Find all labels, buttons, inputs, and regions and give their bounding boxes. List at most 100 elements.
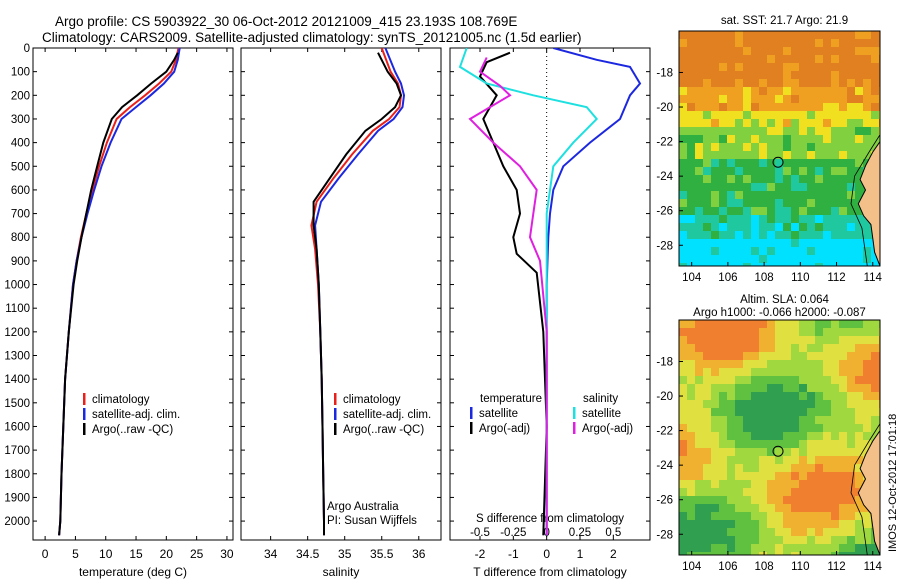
sla-map-cell (871, 336, 879, 344)
sla-map-cell (799, 440, 807, 448)
sla-map-cell (839, 368, 847, 376)
sst-map-cell (871, 135, 879, 143)
sla-map-cell (871, 392, 879, 400)
sla-map-cell (783, 336, 791, 344)
sla-map-cell (687, 320, 695, 328)
sst-map-cell (799, 151, 807, 159)
sst-map-cell (775, 167, 783, 175)
sst-map-cell (703, 55, 711, 63)
sla-map-cell (863, 520, 871, 528)
sla-map-cell (751, 528, 759, 536)
sst-map-cell (767, 55, 775, 63)
sst-map-cell (727, 255, 735, 263)
sst-map-cell (799, 199, 807, 207)
sst-map-cell (687, 95, 695, 103)
sla-map-cell (735, 336, 743, 344)
sst-map-cell (855, 223, 863, 231)
sla-map-cell (783, 416, 791, 424)
sst-map-cell (695, 175, 703, 183)
sst-map-cell (759, 263, 767, 266)
sla-map-cell (767, 376, 775, 384)
sst-map-cell (703, 167, 711, 175)
sla-map-cell (735, 520, 743, 528)
sst-map-cell (727, 63, 735, 71)
sst-map-cell (711, 71, 719, 79)
sst-map-cell (735, 55, 743, 63)
x-tick-label: -1 (508, 547, 519, 561)
map-x-tick-label: 108 (755, 561, 774, 573)
sla-map-cell (839, 384, 847, 392)
sla-map-cell (727, 384, 735, 392)
sla-map-cell (711, 344, 719, 352)
sst-map-cell (703, 255, 711, 263)
sla-map-cell (727, 368, 735, 376)
sst-map-cell (743, 63, 751, 71)
sla-map-cell (839, 344, 847, 352)
sla-map-cell (679, 536, 687, 544)
sla-map-cell (743, 464, 751, 472)
sla-map-cell (751, 416, 759, 424)
sla-map-cell (679, 552, 687, 555)
sla-map-cell (703, 408, 711, 416)
sla-map-cell (751, 464, 759, 472)
sst-map-cell (719, 31, 727, 39)
sla-map-cell (855, 440, 863, 448)
sst-map-cell (847, 215, 855, 223)
sst-map-cell (799, 143, 807, 151)
sla-map-cell (695, 552, 703, 555)
sla-map-cell (719, 512, 727, 520)
x-tick-label: 34 (264, 547, 278, 561)
sla-map-cell (719, 528, 727, 536)
sla-map-cell (687, 536, 695, 544)
sla-map-cell (839, 376, 847, 384)
sla-map-cell (711, 432, 719, 440)
sst-map-cell (727, 263, 735, 266)
sst-map-cell (831, 191, 839, 199)
sst-map-cell (847, 103, 855, 111)
sst-map-cell (687, 63, 695, 71)
sst-map-cell (831, 71, 839, 79)
sla-map-cell (711, 368, 719, 376)
sla-map-cell (695, 472, 703, 480)
sst-map-cell (799, 103, 807, 111)
sst-map-cell (727, 119, 735, 127)
sst-map-cell (775, 103, 783, 111)
sla-map-cell (743, 480, 751, 488)
sst-map-cell (839, 191, 847, 199)
sst-map-cell (703, 239, 711, 247)
sla-map-cell (863, 528, 871, 536)
x-tick-label: 1 (577, 547, 584, 561)
sla-map-cell (767, 448, 775, 456)
sla-map-cell (847, 552, 855, 555)
sst-map-cell (775, 87, 783, 95)
sla-map-cell (815, 368, 823, 376)
salinity-legend-swatch (334, 423, 337, 435)
sst-map-cell (799, 175, 807, 183)
sst-map-cell (799, 47, 807, 55)
sla-map-cell (871, 400, 879, 408)
sla-map-cell (711, 472, 719, 480)
sst-map-cell (759, 143, 767, 151)
sst-map-cell (719, 135, 727, 143)
sst-map-cell (855, 111, 863, 119)
sla-map-cell (775, 536, 783, 544)
sla-map-cell (807, 336, 815, 344)
sla-map-cell (831, 376, 839, 384)
sla-map-cell (815, 480, 823, 488)
sla-map-cell (759, 552, 767, 555)
sst-map-cell (687, 143, 695, 151)
sla-map-cell (703, 504, 711, 512)
legend-title-salinity: salinity (583, 393, 618, 405)
sst-map-cell (687, 103, 695, 111)
sla-map-cell (759, 472, 767, 480)
sst-map-cell (807, 119, 815, 127)
sla-map-cell (679, 424, 687, 432)
sla-map-cell (727, 528, 735, 536)
sst-map-cell (823, 159, 831, 167)
sst-map-cell (679, 143, 687, 151)
sst-map-cell (855, 231, 863, 239)
sst-map-cell (687, 79, 695, 87)
sla-map-cell (775, 528, 783, 536)
sst-map-cell (727, 191, 735, 199)
